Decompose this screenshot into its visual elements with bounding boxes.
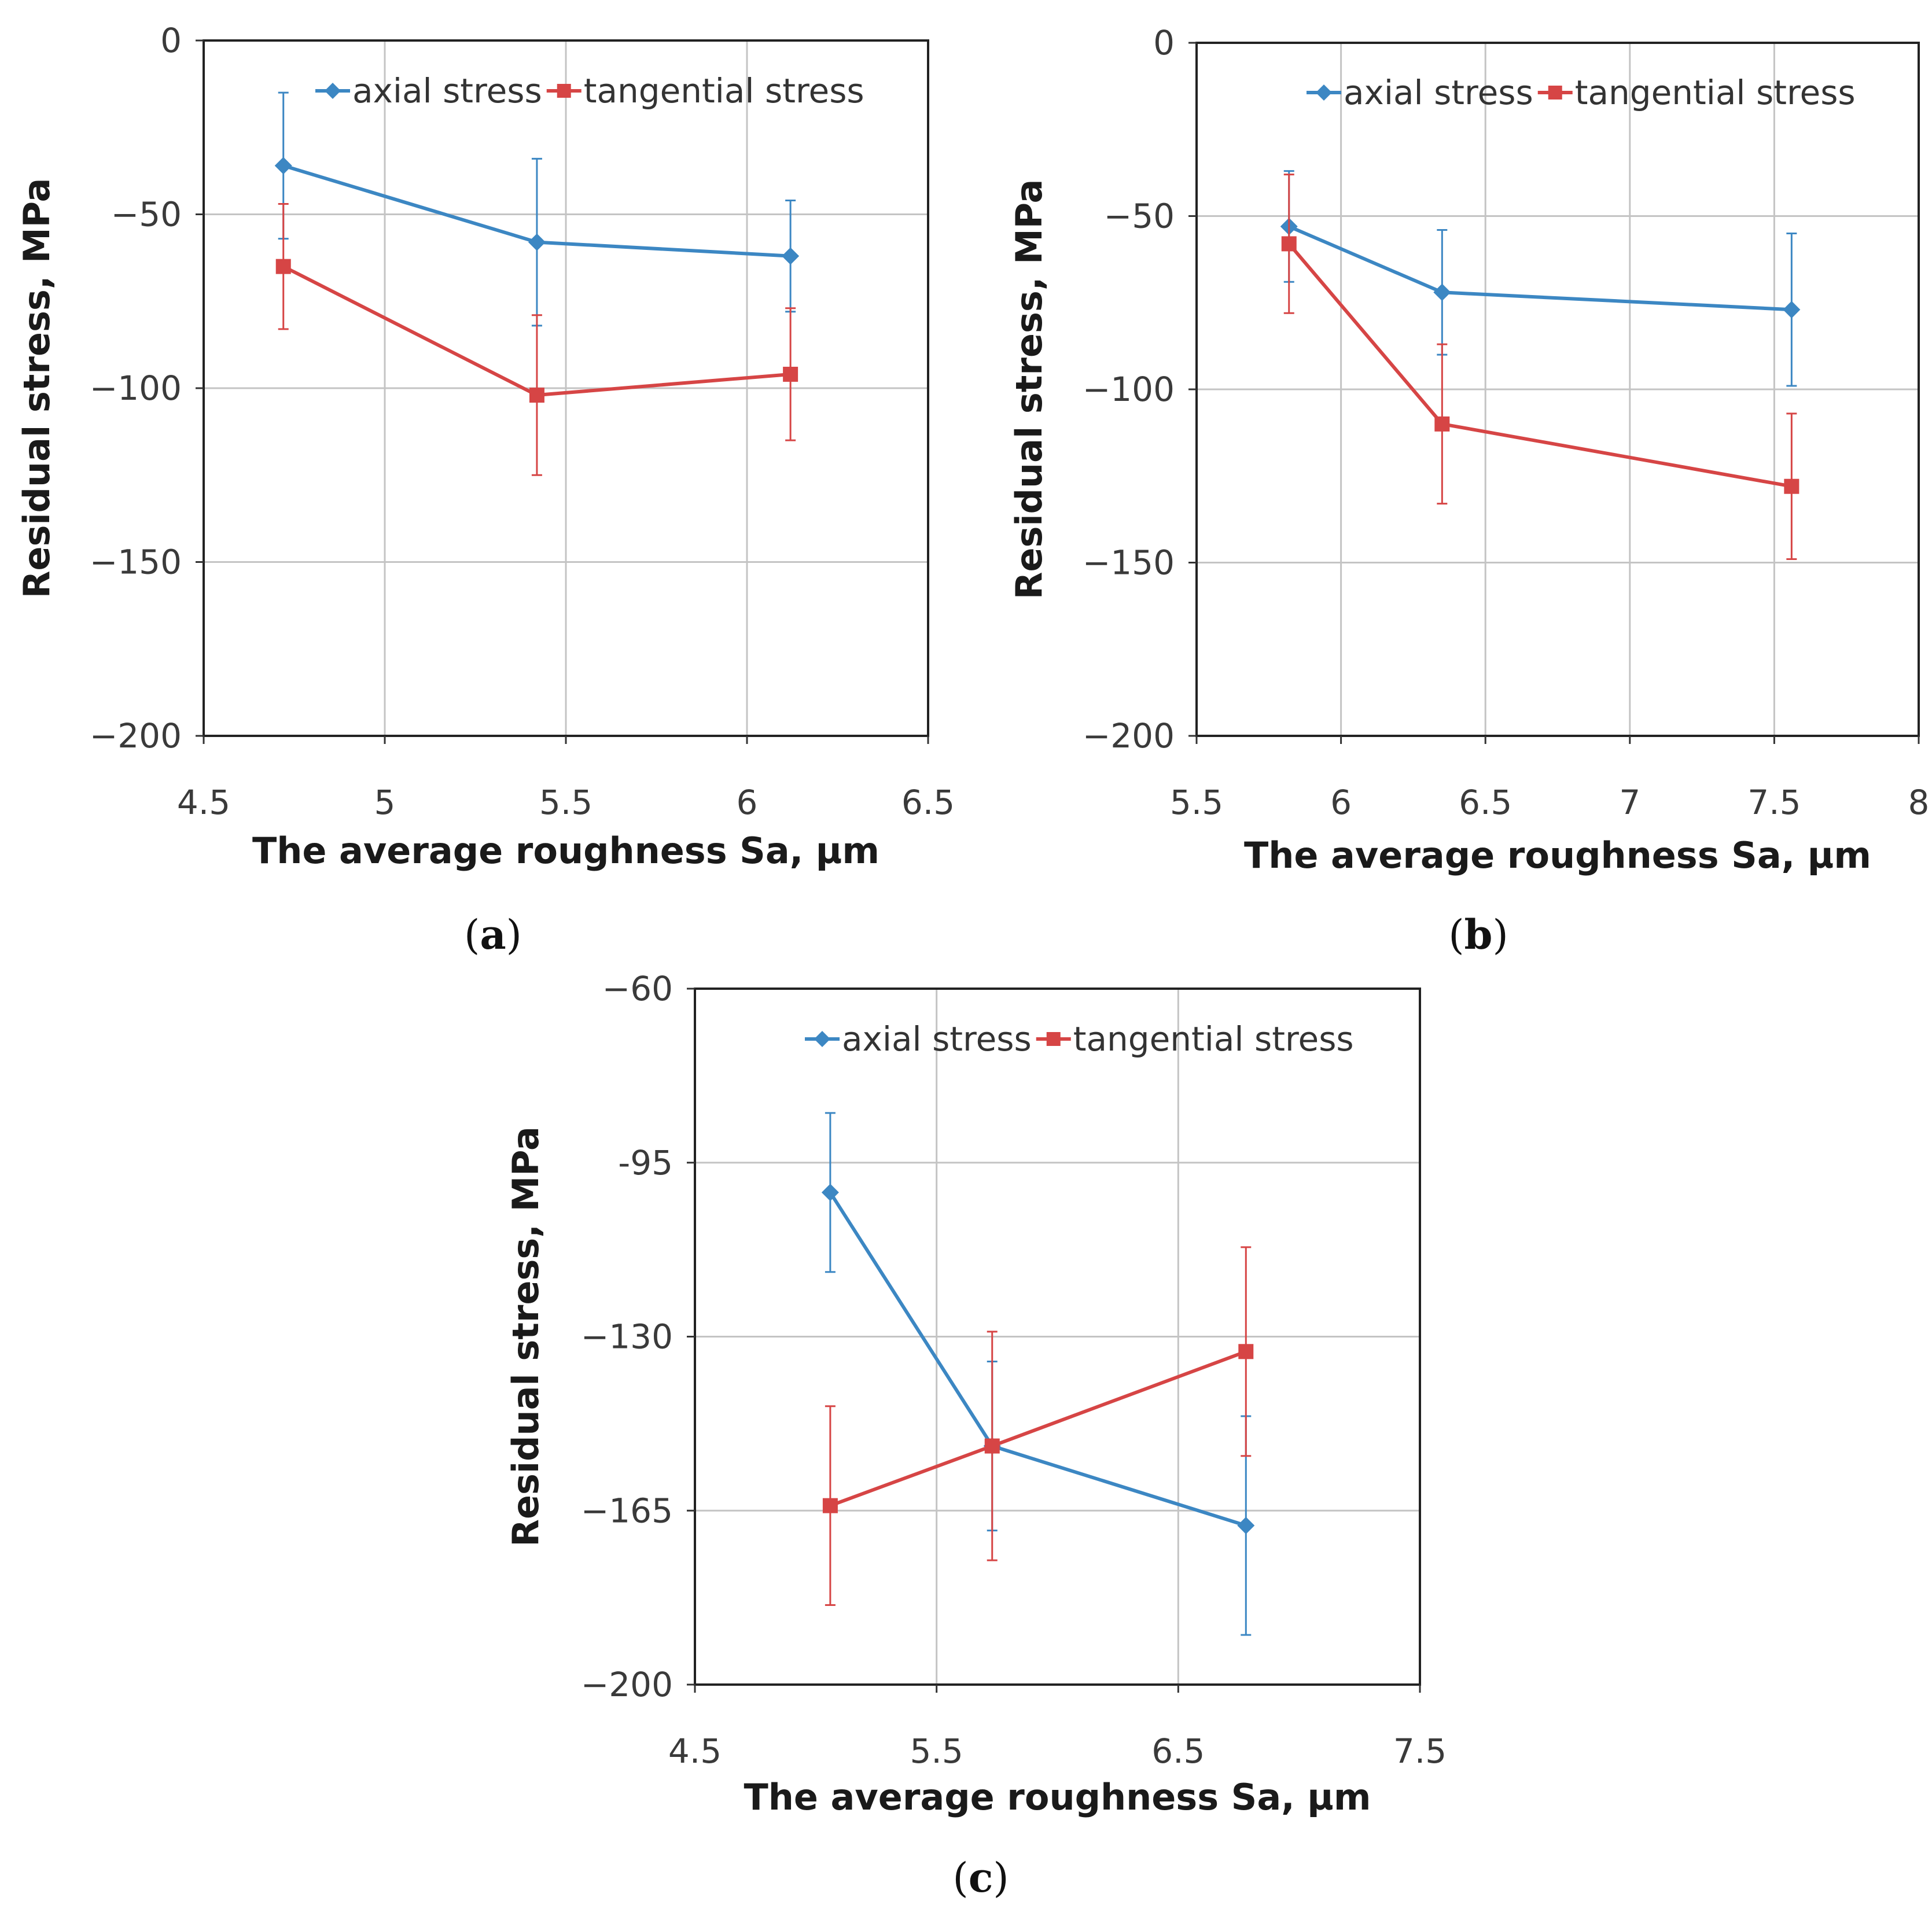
panel-c-y-tick-label: −165 [581,1491,673,1530]
panel-b-legend-marker [1548,86,1562,100]
panel-b-caption-open: ( [1448,911,1464,959]
panel-a-data-point [275,259,291,274]
panel-b-series-line [1287,242,1792,488]
panel-c-x-tick-label: 6.5 [1151,1731,1205,1771]
panel-a-data-point [274,157,292,175]
panel-c-legend-label: tangential stress [1073,1019,1354,1059]
panel-a-y-tick-label: 0 [160,21,182,60]
panel-a-legend-item: tangential stress [546,71,864,110]
panel-b-legend-item: axial stress [1307,73,1533,112]
panel-b-legend-marker [1316,84,1332,101]
panel-b-data-point [1784,478,1799,494]
panel-a-x-tick-label: 6.5 [901,783,955,822]
panel-c-legend-label: axial stress [842,1019,1032,1059]
panel-c-x-tick-label: 7.5 [1393,1731,1447,1771]
panel-c-data-point [1237,1517,1255,1535]
panel-a-y-tick-label: −100 [90,369,182,408]
panel-a-data-point [782,247,800,265]
panel-a-data-point [529,388,544,403]
panel-b-x-tick-label: 7 [1619,783,1640,822]
panel-b-caption-close: ) [1492,911,1508,959]
panel-a-caption-letter: a [480,911,506,959]
panel-b: 5.5 6 6.5 7 7.5 8 0 −50 −100 −150 −200 The average … [1008,23,1929,959]
panel-a-x-tick-label: 5 [374,783,396,822]
panel-a-x-tick-label: 6 [737,783,758,822]
panel-c-y-tick-label: −60 [602,969,673,1008]
panel-a-y-tick-label: −50 [111,195,182,234]
panel-c-x-tick-label: 4.5 [668,1731,722,1771]
panel-b-y-tick-label: −200 [1083,716,1175,756]
panel-c-legend-marker [1046,1032,1061,1046]
panel-b-y-tick-label: −50 [1104,197,1175,236]
panel-b-x-tick-label: 5.5 [1170,783,1223,822]
panel-a-legend-label: tangential stress [584,71,864,110]
panel-a-y-axis-title: Residual stress, MPa [16,178,58,599]
panel-b-x-axis-title: The average roughness Sa, µm [1244,834,1871,876]
panel-c-legend: axial stress tangential stress [805,1019,1354,1059]
panel-c-series-tangential [822,1246,1254,1607]
panel-b-data-point [1434,416,1450,432]
panel-b-caption: (b) [1448,911,1508,959]
panel-c-y-tick-label: −130 [581,1317,673,1357]
panel-a-x-tick-label: 4.5 [177,783,230,822]
panel-c-caption-letter: c [969,1854,993,1902]
panel-c-series-line [829,1191,1247,1527]
panel-a-series-axial [274,91,800,327]
panel-b-x-tick-label: 7.5 [1747,783,1801,822]
panel-a-legend-item: axial stress [315,71,542,110]
panel-a-legend-marker [557,84,571,98]
panel-b-x-tick-label: 6.5 [1459,783,1512,822]
panel-a-x-axis-title: The average roughness Sa, µm [252,830,879,872]
panel-b-y-tick-label: −100 [1083,370,1175,409]
panel-b-y-tick-label: 0 [1153,23,1175,62]
panel-b-data-point [1433,283,1451,301]
panel-a-caption: (a) [464,911,522,959]
panel-c-x-tick-label: 5.5 [910,1731,963,1771]
panel-a: 4.5 5 5.5 6 6.5 0 −50 −100 −150 −200 The average r… [16,21,955,959]
panel-b-series-axial [1280,170,1801,387]
panel-a-y-tick-label: −150 [90,543,182,582]
panel-b-x-tick-label: 8 [1908,783,1930,822]
panel-a-data-point [783,366,798,382]
panel-b-legend: axial stress tangential stress [1307,73,1856,112]
panel-c-x-axis-title: The average roughness Sa, µm [744,1776,1371,1818]
panel-b-legend-item: tangential stress [1537,73,1856,112]
panel-c-legend-item: axial stress [805,1019,1032,1059]
panel-a-data-point [528,233,546,251]
panel-a-x-tick-label: 5.5 [539,783,593,822]
panel-c-data-point [821,1184,839,1202]
panel-b-x-tick-label: 6 [1330,783,1352,822]
panel-c-y-tick-label: -95 [618,1143,673,1182]
panel-b-series-line [1288,224,1792,312]
panel-b-series-tangential [1281,174,1799,561]
panel-a-y-tick-label: −200 [90,716,182,756]
panel-c-y-tick-label: −200 [581,1665,673,1704]
panel-c-y-axis-title: Residual stress, MPa [505,1126,547,1547]
panel-a-legend-marker [325,83,341,99]
panel-c-data-point [1238,1344,1254,1359]
panel-b-legend-label: axial stress [1344,73,1533,112]
panel-a-caption-open: ( [464,911,480,959]
panel-a-series-tangential [275,202,798,476]
panel-a-legend-label: axial stress [352,71,542,110]
panel-c-legend-marker [814,1031,830,1047]
panel-c-caption-open: ( [952,1854,968,1902]
panel-b-y-tick-label: −150 [1083,543,1175,583]
panel-b-caption-letter: b [1464,911,1493,959]
panel-c-series-line [829,1350,1247,1508]
panel-a-legend: axial stress tangential stress [315,71,864,110]
panel-c-data-point [984,1438,1000,1454]
panel-c-data-point [822,1498,838,1513]
panel-c: 4.5 5.5 6.5 7.5 −60 -95 −130 −165 −200 The averag… [505,969,1447,1902]
panel-b-y-axis-title: Residual stress, MPa [1008,179,1050,600]
panel-b-data-point [1281,236,1297,252]
panel-b-legend-label: tangential stress [1575,73,1856,112]
panel-a-caption-close: ) [506,911,522,959]
panel-c-legend-item: tangential stress [1036,1019,1354,1059]
panel-b-data-point [1783,301,1801,319]
panel-c-caption: (c) [952,1854,1009,1902]
panel-c-caption-close: ) [993,1854,1009,1902]
